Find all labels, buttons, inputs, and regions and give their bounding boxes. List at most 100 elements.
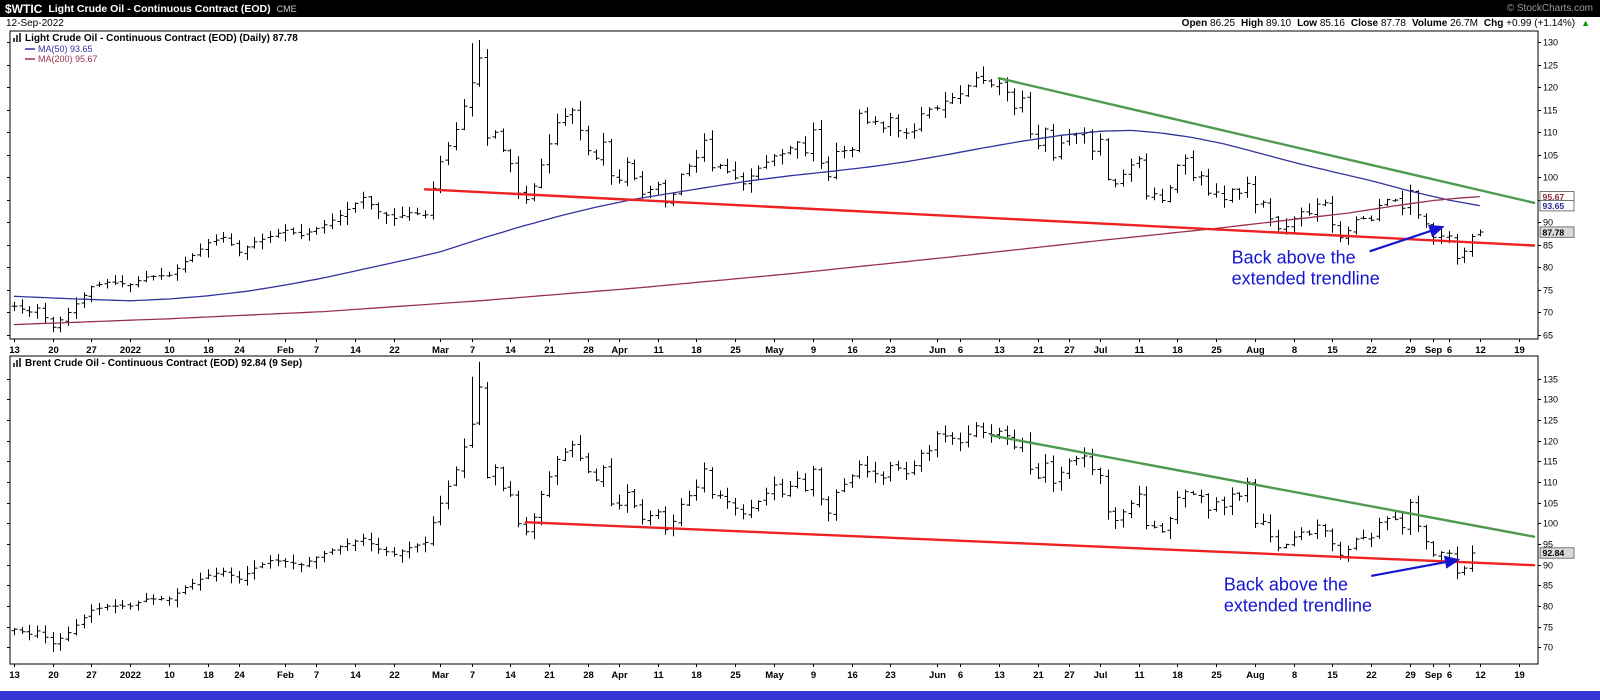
x-tick-label: Mar bbox=[432, 345, 449, 356]
x-tick-label: 24 bbox=[234, 345, 245, 356]
x-tick-label: May bbox=[765, 345, 784, 356]
brent-chart: 70 75 80 85 90 95 100 105 110 115 120 125 130 135 13 20… bbox=[7, 355, 1575, 681]
footer-bar bbox=[0, 691, 1600, 700]
quote-info-row: 12-Sep-2022 Open 86.25 High 89.10 Low 85… bbox=[0, 17, 1600, 30]
legend-label: MA(50) 93.65 bbox=[38, 44, 93, 54]
change-up-arrow-icon: ▲ bbox=[1581, 18, 1590, 28]
x-tick-label: 13 bbox=[9, 670, 20, 681]
x-tick-label: 11 bbox=[653, 345, 664, 356]
price-label: 92.84 bbox=[1543, 548, 1565, 558]
quote-high: High 89.10 bbox=[1241, 18, 1292, 29]
x-tick-label: 18 bbox=[691, 670, 702, 681]
x-tick-label: 19 bbox=[1514, 670, 1525, 681]
y-tick-label: 75 bbox=[1543, 623, 1553, 633]
y-axis: 70 75 80 85 90 95 100 105 110 115 120 125 130 135 bbox=[7, 375, 1558, 653]
price-label: 95.67 bbox=[1543, 192, 1565, 202]
annotation-arrow bbox=[1369, 224, 1445, 253]
x-tick-label: 18 bbox=[203, 345, 214, 356]
wtic-chart: 6570758085909510010511011512012513013202… bbox=[7, 30, 1575, 356]
x-tick-label: Sep bbox=[1425, 670, 1443, 681]
quote-open: Open 86.25 bbox=[1181, 18, 1236, 29]
x-tick-label: 21 bbox=[1033, 345, 1044, 356]
brent-chart-panel: 70 75 80 85 90 95 100 105 110 115 120 125 130 135 13 20… bbox=[0, 355, 1600, 681]
price-bars bbox=[11, 361, 1476, 652]
x-tick-label: 22 bbox=[1366, 345, 1377, 356]
y-axis: 65707580859095100105110115120125130 bbox=[7, 38, 1558, 341]
x-tick-label: 7 bbox=[470, 345, 475, 356]
x-tick-label: 13 bbox=[994, 670, 1005, 681]
y-tick-label: 90 bbox=[1543, 561, 1553, 571]
x-tick-label: 12 bbox=[1475, 670, 1486, 681]
y-tick-label: 85 bbox=[1543, 241, 1553, 251]
x-tick-label: 18 bbox=[1172, 670, 1183, 681]
exchange-label: CME bbox=[276, 3, 297, 14]
x-tick-label: Sep bbox=[1425, 345, 1443, 356]
stockcharts-icon bbox=[13, 358, 21, 367]
y-tick-label: 75 bbox=[1543, 286, 1553, 296]
x-tick-label: 27 bbox=[1064, 670, 1075, 681]
quote-low: Low 85.16 bbox=[1297, 18, 1345, 29]
x-tick-label: 13 bbox=[994, 345, 1005, 356]
ma50-line bbox=[13, 129, 1480, 302]
x-tick-label: May bbox=[765, 670, 784, 681]
x-tick-label: 27 bbox=[86, 670, 97, 681]
y-tick-label: 85 bbox=[1543, 581, 1553, 591]
x-tick-label: Mar bbox=[432, 670, 449, 681]
x-tick-label: 25 bbox=[1211, 345, 1222, 356]
legend-label: MA(200) 95.67 bbox=[38, 54, 98, 64]
annotation-text: Back above the extended trendline bbox=[1224, 574, 1372, 615]
y-tick-label: 120 bbox=[1543, 437, 1558, 447]
x-tick-label: 22 bbox=[1366, 670, 1377, 681]
x-tick-label: 28 bbox=[583, 670, 594, 681]
x-tick-label: Feb bbox=[277, 345, 294, 356]
price-label-box bbox=[1539, 200, 1575, 212]
x-tick-label: 11 bbox=[653, 670, 664, 681]
price-label-box bbox=[1539, 547, 1575, 559]
price-label-box bbox=[1539, 226, 1575, 238]
x-tick-label: 7 bbox=[470, 670, 475, 681]
instrument-name: Light Crude Oil - Continuous Contract (E… bbox=[48, 2, 271, 15]
quote-change: Chg +0.99 (+1.14%) bbox=[1483, 18, 1576, 29]
annotation-text: Back above the extended trendline bbox=[1232, 248, 1380, 289]
x-tick-label: 11 bbox=[1134, 670, 1145, 681]
x-tick-label: 27 bbox=[86, 345, 97, 356]
x-tick-label: 9 bbox=[811, 670, 816, 681]
plot-border bbox=[9, 30, 1539, 340]
x-tick-label: 28 bbox=[583, 345, 594, 356]
x-tick-label: 6 bbox=[1447, 670, 1452, 681]
y-tick-label: 135 bbox=[1543, 375, 1558, 385]
wtic-chart-panel: 6570758085909510010511011512012513013202… bbox=[0, 30, 1600, 356]
x-tick-label: 15 bbox=[1327, 345, 1338, 356]
x-axis: 13 20 27 2022 10 18 24 Feb 7 14 22 Mar 7 14 21 28 Apr 11 1… bbox=[9, 664, 1525, 681]
x-tick-label: 12 bbox=[1475, 345, 1486, 356]
trendline-green bbox=[990, 434, 1536, 538]
x-tick-label: 22 bbox=[389, 345, 400, 356]
x-tick-label: 2022 bbox=[120, 345, 141, 356]
x-tick-label: 20 bbox=[48, 345, 59, 356]
x-tick-label: Jul bbox=[1094, 670, 1108, 681]
x-tick-label: 14 bbox=[505, 670, 516, 681]
y-tick-label: 70 bbox=[1543, 643, 1553, 653]
y-tick-label: 120 bbox=[1543, 83, 1558, 93]
price-label: 87.78 bbox=[1543, 227, 1565, 237]
x-tick-label: 14 bbox=[350, 670, 361, 681]
y-tick-label: 80 bbox=[1543, 263, 1553, 273]
ma200-line bbox=[13, 195, 1480, 326]
price-bars bbox=[11, 40, 1484, 333]
y-tick-label: 130 bbox=[1543, 38, 1558, 48]
x-tick-label: 14 bbox=[505, 345, 516, 356]
x-tick-label: 6 bbox=[958, 345, 963, 356]
trendline-red bbox=[423, 188, 1536, 247]
quote-summary: Open 86.25 High 89.10 Low 85.16 Close 87… bbox=[1182, 18, 1590, 29]
x-tick-label: 23 bbox=[885, 670, 896, 681]
x-tick-label: 18 bbox=[203, 670, 214, 681]
x-tick-label: 16 bbox=[847, 345, 858, 356]
stockcharts-icon bbox=[13, 33, 21, 42]
y-tick-label: 115 bbox=[1543, 457, 1557, 467]
x-tick-label: 10 bbox=[164, 670, 175, 681]
quote-volume: Volume 26.7M bbox=[1411, 18, 1478, 29]
stockcharts-copyright-link[interactable]: © StockCharts.com bbox=[1506, 3, 1593, 14]
x-tick-label: 19 bbox=[1514, 345, 1525, 356]
trendline-red bbox=[524, 520, 1536, 567]
y-tick-label: 125 bbox=[1543, 416, 1558, 426]
